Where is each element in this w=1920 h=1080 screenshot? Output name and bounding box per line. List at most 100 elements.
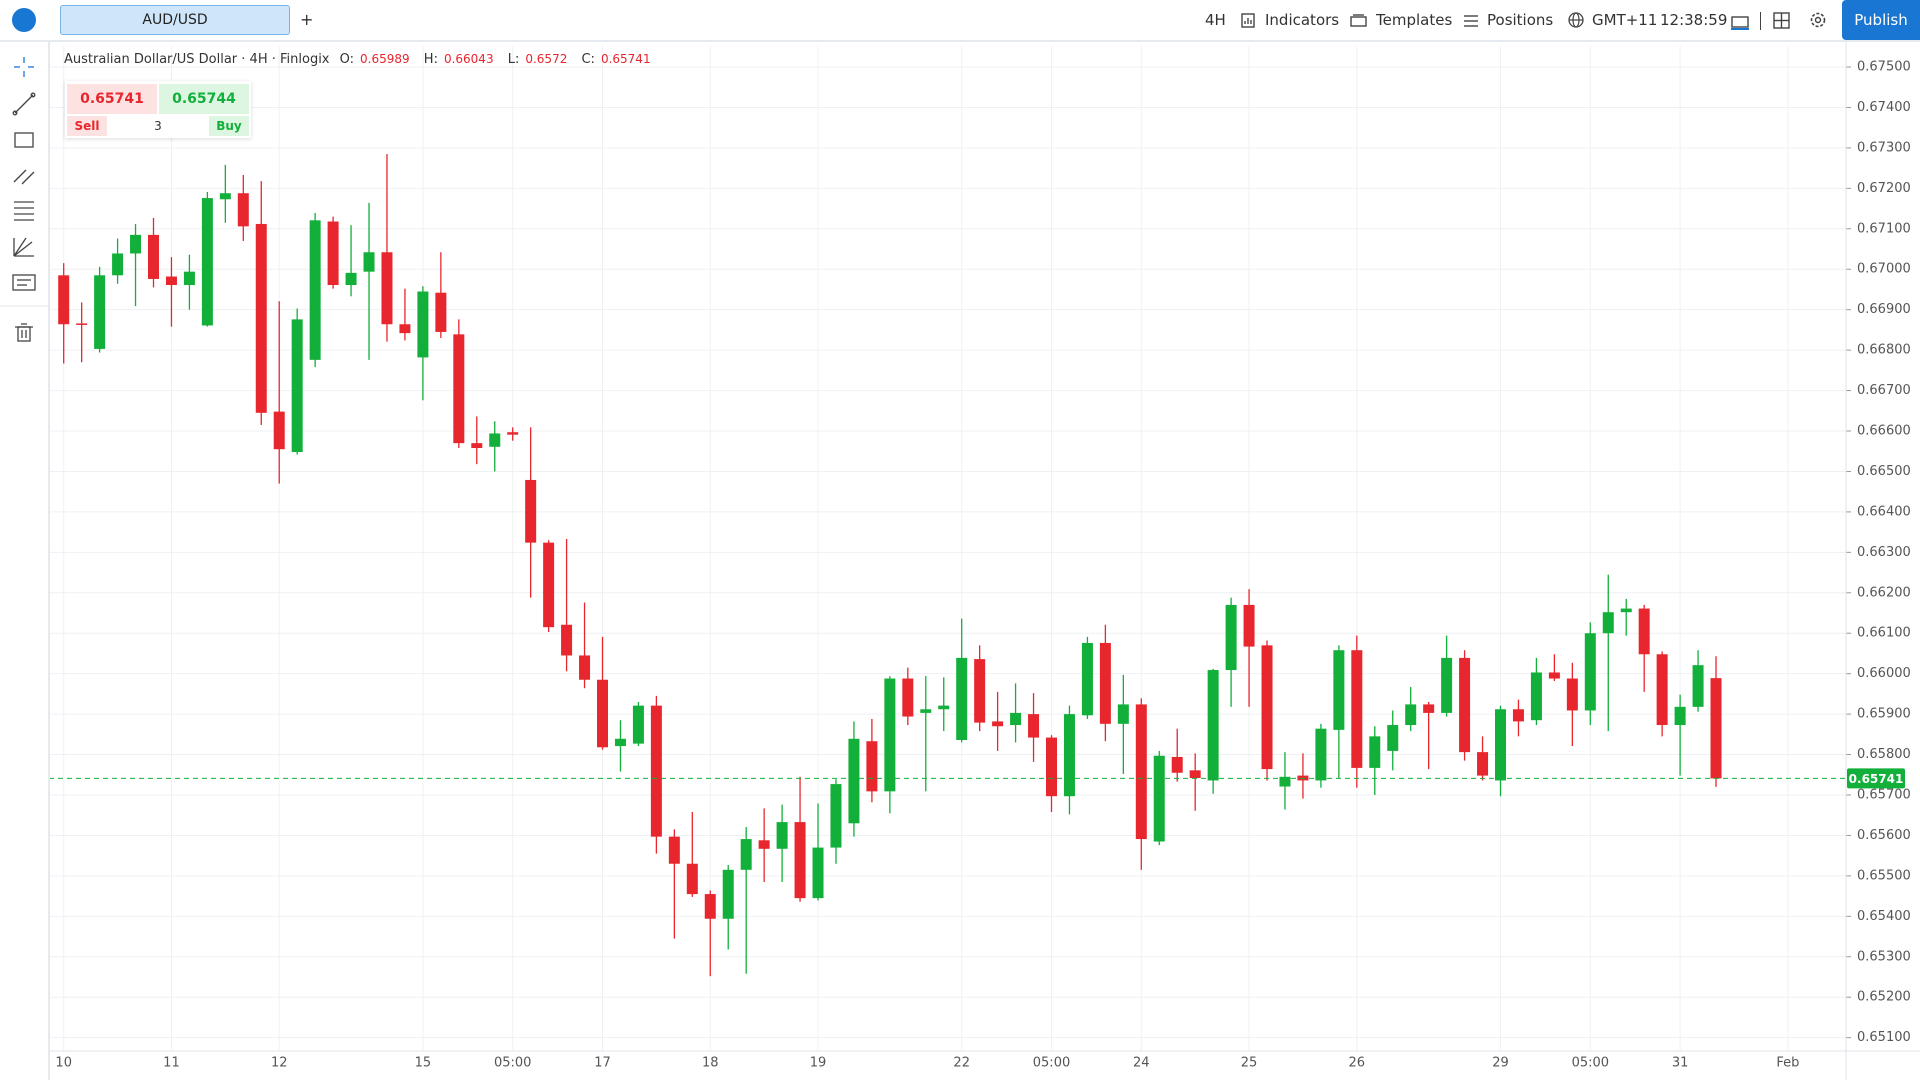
candle-body <box>273 411 285 450</box>
x-tick-label: 05:00 <box>494 1056 531 1071</box>
screenshot-icon[interactable] <box>1730 12 1750 30</box>
last-price-label: 0.65741 <box>1849 772 1904 786</box>
sell-button[interactable]: Sell <box>67 116 107 136</box>
crosshair-tool[interactable] <box>14 57 34 77</box>
x-tick-label: 18 <box>702 1056 719 1071</box>
candle-body <box>399 324 411 334</box>
candle-body <box>1584 633 1596 711</box>
gann-tool[interactable] <box>13 237 34 257</box>
y-tick-label: 0.65500 <box>1857 868 1911 883</box>
delete-tool[interactable] <box>15 323 33 342</box>
positions-button[interactable]: Positions <box>1487 11 1554 29</box>
candle-body <box>1710 678 1722 779</box>
sell-price[interactable]: 0.65741 <box>67 84 157 114</box>
clock: 12:38:59 <box>1660 11 1728 29</box>
candle-body <box>1171 756 1183 773</box>
candle-body <box>992 721 1004 727</box>
candle-body <box>1459 657 1471 753</box>
y-tick-label: 0.66100 <box>1857 626 1911 641</box>
candle-body <box>381 252 393 325</box>
y-tick-label: 0.67500 <box>1857 60 1911 75</box>
candle-body <box>309 220 321 360</box>
candle-body <box>148 234 159 279</box>
text-tool[interactable] <box>12 274 36 291</box>
x-tick-label: 15 <box>415 1056 432 1071</box>
candle-body <box>507 432 519 435</box>
candle-body <box>632 705 644 744</box>
candle-body <box>614 738 626 747</box>
channel-tool[interactable] <box>13 169 35 185</box>
trend-line-tool[interactable] <box>12 92 36 116</box>
y-tick-label: 0.65300 <box>1857 949 1911 964</box>
y-tick-label: 0.65200 <box>1857 990 1911 1005</box>
candle-body <box>1369 736 1381 768</box>
candle-body <box>1135 704 1147 840</box>
fib-tool[interactable] <box>14 201 34 221</box>
candle-body <box>1441 657 1453 713</box>
x-tick-label: 19 <box>810 1056 827 1071</box>
candle-body <box>525 479 537 543</box>
ohlc-label: O: <box>339 52 355 67</box>
candle-body <box>1225 604 1237 671</box>
quantity-input[interactable]: 3 <box>154 119 162 133</box>
templates-icon <box>1350 14 1367 27</box>
candle-body <box>327 221 339 286</box>
symbol-tab[interactable]: AUD/USD <box>60 5 290 35</box>
layout-icon[interactable] <box>1773 12 1790 29</box>
y-tick-label: 0.66200 <box>1857 585 1911 600</box>
candle-body <box>1046 737 1057 797</box>
candle-body <box>291 319 303 453</box>
candle-body <box>1010 712 1022 726</box>
candle-body <box>435 292 447 332</box>
candle-body <box>1405 704 1417 726</box>
candle-body <box>812 847 824 899</box>
publish-button[interactable]: Publish <box>1842 0 1920 40</box>
candle-body <box>1351 650 1363 768</box>
y-tick-label: 0.66400 <box>1857 504 1911 519</box>
candle-body <box>165 276 177 286</box>
candle-body <box>920 709 932 713</box>
candle-body <box>866 741 878 792</box>
candle-body <box>1387 725 1399 751</box>
ohlc-label: H: <box>423 52 438 67</box>
drawing-toolbar <box>0 42 50 1080</box>
y-tick-label: 0.66000 <box>1857 666 1911 681</box>
top-toolbar: AUD/USD + 4H Indicators Templates Positi… <box>0 0 1920 42</box>
indicators-button[interactable]: Indicators <box>1265 11 1340 29</box>
candle-body <box>76 323 88 325</box>
positions-icon <box>1464 15 1478 27</box>
candle-body <box>112 253 124 276</box>
candle-body <box>1674 706 1686 726</box>
candle-body <box>722 869 734 919</box>
y-tick-label: 0.65900 <box>1857 707 1911 722</box>
candle-body <box>1566 678 1578 711</box>
candle-body <box>938 705 950 710</box>
interval[interactable]: 4H <box>1205 11 1226 29</box>
candle-body <box>1530 672 1542 721</box>
candle-body <box>345 272 357 286</box>
ohlc-value: 0.65741 <box>600 52 651 66</box>
x-tick-label: 10 <box>55 1056 72 1071</box>
buy-button[interactable]: Buy <box>209 116 249 136</box>
templates-button[interactable]: Templates <box>1376 11 1453 29</box>
candle-body <box>201 198 213 326</box>
candle-body <box>417 291 429 358</box>
x-tick-label: 22 <box>953 1056 970 1071</box>
rectangle-tool[interactable] <box>14 132 34 148</box>
settings-icon[interactable] <box>1809 11 1827 29</box>
candle-body <box>902 678 914 717</box>
x-tick-label: 31 <box>1672 1056 1689 1071</box>
add-tab[interactable]: + <box>300 10 314 29</box>
candle-body <box>956 657 968 740</box>
timezone[interactable]: GMT+11 <box>1592 11 1658 29</box>
chart-header: Australian Dollar/US Dollar · 4H · Finlo… <box>64 52 661 67</box>
candle-body <box>94 275 106 349</box>
logo[interactable] <box>12 8 36 32</box>
buy-price[interactable]: 0.65744 <box>159 84 249 114</box>
x-tick-label: 26 <box>1349 1056 1366 1071</box>
y-tick-label: 0.66600 <box>1857 424 1911 439</box>
candle-body <box>1117 704 1129 724</box>
candle-body <box>1495 709 1506 781</box>
